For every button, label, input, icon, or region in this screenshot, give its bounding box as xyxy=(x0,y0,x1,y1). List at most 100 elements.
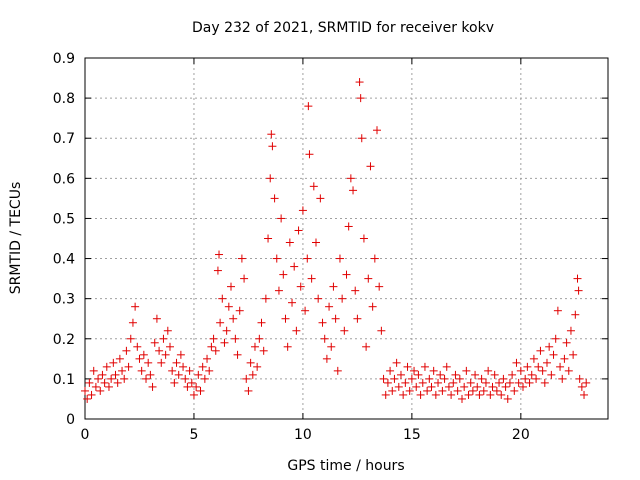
data-point xyxy=(248,370,257,379)
data-point xyxy=(296,282,305,291)
data-point xyxy=(135,354,144,363)
data-point xyxy=(486,390,495,399)
data-point xyxy=(342,270,351,279)
data-point xyxy=(449,378,458,387)
data-point xyxy=(442,362,451,371)
data-point xyxy=(346,174,355,183)
data-point xyxy=(329,282,338,291)
y-tick-label: 0.2 xyxy=(53,332,75,348)
data-point xyxy=(85,378,94,387)
data-point xyxy=(564,366,573,375)
data-point xyxy=(405,386,414,395)
data-point xyxy=(205,366,214,375)
data-point xyxy=(113,378,122,387)
data-point xyxy=(381,390,390,399)
data-point xyxy=(227,282,236,291)
data-point xyxy=(146,370,155,379)
x-tick-label: 0 xyxy=(81,427,90,443)
data-point xyxy=(229,314,238,323)
data-point xyxy=(279,270,288,279)
data-point xyxy=(527,370,536,379)
data-point xyxy=(338,294,347,303)
data-point xyxy=(431,390,440,399)
data-point xyxy=(290,262,299,271)
data-point xyxy=(237,254,246,263)
data-point xyxy=(181,374,190,383)
data-point xyxy=(327,342,336,351)
data-point xyxy=(396,370,405,379)
data-point xyxy=(255,334,264,343)
data-point xyxy=(240,274,249,283)
data-point xyxy=(368,302,377,311)
data-point xyxy=(333,366,342,375)
data-point xyxy=(574,286,583,295)
data-point xyxy=(529,354,538,363)
data-point xyxy=(399,390,408,399)
x-tick-label: 15 xyxy=(403,427,421,443)
data-point xyxy=(91,382,100,391)
data-point xyxy=(340,326,349,335)
data-point xyxy=(294,226,303,235)
data-point xyxy=(364,274,373,283)
x-tick-label: 20 xyxy=(512,427,530,443)
data-point xyxy=(194,370,203,379)
data-point xyxy=(259,346,268,355)
data-point xyxy=(569,350,578,359)
y-tick-label: 0.9 xyxy=(53,51,75,67)
data-point xyxy=(514,378,523,387)
data-point xyxy=(462,366,471,375)
data-point xyxy=(420,362,429,371)
y-tick-label: 0.3 xyxy=(53,292,75,308)
data-point xyxy=(457,394,466,403)
data-point xyxy=(277,214,286,223)
data-point xyxy=(139,350,148,359)
data-point xyxy=(200,374,209,383)
data-point xyxy=(128,318,137,327)
data-point xyxy=(98,370,107,379)
data-point xyxy=(451,370,460,379)
data-point xyxy=(298,206,307,215)
data-point xyxy=(473,382,482,391)
data-points xyxy=(81,78,591,403)
data-point xyxy=(126,334,135,343)
data-point xyxy=(311,238,320,247)
data-point xyxy=(261,294,270,303)
data-point xyxy=(403,362,412,371)
data-point xyxy=(222,326,231,335)
data-point xyxy=(499,374,508,383)
data-point xyxy=(477,374,486,383)
data-point xyxy=(133,342,142,351)
data-point xyxy=(468,386,477,395)
data-point xyxy=(233,350,242,359)
data-point xyxy=(209,334,218,343)
data-point xyxy=(418,378,427,387)
data-point xyxy=(159,334,168,343)
data-point xyxy=(196,386,205,395)
data-point xyxy=(416,390,425,399)
data-point xyxy=(438,386,447,395)
data-point xyxy=(187,378,196,387)
data-point xyxy=(375,282,384,291)
data-point xyxy=(357,134,366,143)
data-point xyxy=(292,326,301,335)
x-tick-label: 10 xyxy=(294,427,312,443)
data-point xyxy=(168,366,177,375)
data-point xyxy=(242,374,251,383)
data-point xyxy=(464,390,473,399)
data-point xyxy=(484,366,493,375)
data-point xyxy=(455,374,464,383)
data-point xyxy=(481,378,490,387)
axis-ticks: 0 0.1 0.2 0.3 0.4 0.5 0.6 0.7 0.8 0.9 0 5 10 15 20 xyxy=(53,51,608,443)
data-point xyxy=(320,334,329,343)
data-point xyxy=(267,130,276,139)
data-point xyxy=(429,366,438,375)
data-point xyxy=(553,306,562,315)
data-point xyxy=(466,378,475,387)
data-point xyxy=(314,294,323,303)
data-point xyxy=(107,374,116,383)
data-point xyxy=(124,362,133,371)
data-point xyxy=(495,378,504,387)
data-point xyxy=(392,358,401,367)
grid xyxy=(85,58,608,419)
